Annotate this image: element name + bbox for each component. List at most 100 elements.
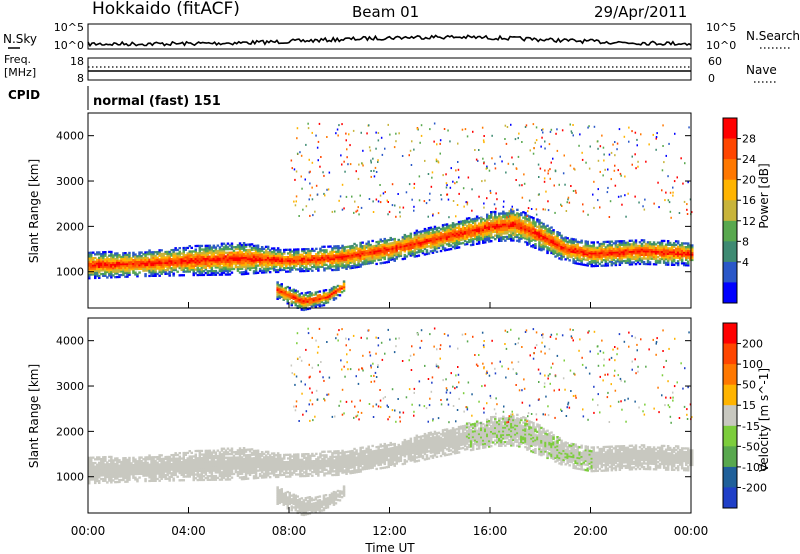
power-cell	[685, 251, 688, 254]
power-cell	[437, 160, 439, 163]
power-cell	[174, 265, 177, 268]
power-cell	[421, 241, 425, 244]
velocity-cell	[172, 479, 175, 482]
power-cell	[116, 266, 119, 270]
power-cell	[150, 263, 153, 267]
power-cell	[140, 255, 143, 258]
power-cell	[212, 260, 216, 264]
power-cell	[306, 291, 310, 294]
power-cell	[500, 225, 503, 228]
power-cell	[566, 237, 569, 240]
power-cell	[353, 259, 356, 262]
power-cell	[610, 260, 614, 263]
power-cell	[600, 244, 603, 247]
power-cell	[544, 140, 546, 143]
date-title: 29/Apr/2011	[594, 3, 687, 21]
power-cell	[564, 247, 567, 250]
power-cell	[471, 241, 475, 244]
power-cell	[361, 256, 364, 259]
power-cell	[174, 261, 177, 264]
velocity-cell	[160, 461, 163, 464]
power-cell	[104, 271, 107, 274]
velocity-cell	[134, 465, 137, 468]
power-cell	[620, 243, 624, 246]
power-cell	[336, 128, 339, 131]
power-cell	[516, 226, 519, 230]
power-cell	[441, 225, 445, 229]
power-cell	[467, 220, 471, 223]
power-cell	[184, 246, 187, 250]
power-cell	[391, 241, 394, 245]
power-cell	[662, 247, 666, 250]
power-cell	[576, 262, 579, 265]
power-cell	[220, 259, 224, 262]
power-cell	[306, 300, 310, 303]
power-cell	[274, 259, 278, 263]
power-cell	[457, 233, 461, 236]
velocity-cell	[182, 470, 185, 473]
power-cell	[520, 213, 523, 217]
power-cell	[158, 274, 161, 277]
power-cell	[238, 258, 242, 261]
power-cell	[128, 271, 131, 275]
power-cell	[293, 252, 296, 255]
power-cell	[98, 267, 101, 270]
power-cell	[459, 233, 463, 236]
power-cell	[116, 254, 119, 257]
power-cell	[518, 225, 521, 229]
velocity-cell	[172, 472, 175, 475]
power-cell	[431, 237, 435, 240]
power-cell	[222, 242, 226, 245]
power-cell	[614, 247, 618, 250]
power-cell	[453, 227, 457, 230]
power-cell	[540, 236, 543, 239]
power-cell	[309, 255, 312, 258]
power-cell	[206, 257, 210, 260]
power-cell	[516, 214, 519, 217]
power-cell	[200, 270, 204, 273]
velocity-cell	[156, 468, 159, 471]
power-cell	[567, 198, 569, 201]
power-cell	[224, 248, 228, 251]
power-cell	[88, 251, 91, 254]
power-cell	[574, 168, 576, 171]
power-cell	[428, 199, 431, 202]
power-cell	[480, 217, 482, 220]
power-cell	[343, 257, 346, 260]
power-cell	[598, 255, 601, 258]
power-cell	[94, 256, 97, 260]
power-cell	[291, 255, 294, 259]
power-cell	[401, 245, 405, 248]
power-cell	[345, 249, 348, 252]
power-cell	[445, 234, 449, 237]
power-cell	[498, 236, 501, 239]
power-cell	[250, 261, 254, 264]
power-cell	[443, 249, 447, 252]
power-cell	[94, 275, 97, 278]
power-cell	[495, 192, 497, 195]
power-cell	[558, 183, 560, 186]
power-cell	[542, 128, 544, 131]
power-cell	[126, 257, 129, 260]
power-cell	[311, 260, 314, 263]
power-cell	[608, 153, 611, 156]
velocity-cell	[154, 467, 157, 470]
power-cell	[648, 246, 652, 249]
power-cell	[560, 249, 563, 252]
power-cell	[104, 265, 107, 268]
power-cell	[270, 263, 274, 266]
power-cell	[329, 267, 332, 270]
power-cell	[178, 254, 181, 257]
power-cell	[260, 271, 264, 274]
power-cell	[614, 249, 618, 252]
power-cell	[624, 254, 628, 257]
power-cell	[289, 254, 292, 257]
power-cell	[687, 262, 690, 265]
power-cell	[286, 294, 289, 298]
power-cell	[443, 247, 447, 250]
power-cell	[198, 257, 202, 260]
velocity-cell	[114, 459, 117, 462]
power-cell	[308, 292, 312, 296]
power-cell	[192, 255, 195, 259]
